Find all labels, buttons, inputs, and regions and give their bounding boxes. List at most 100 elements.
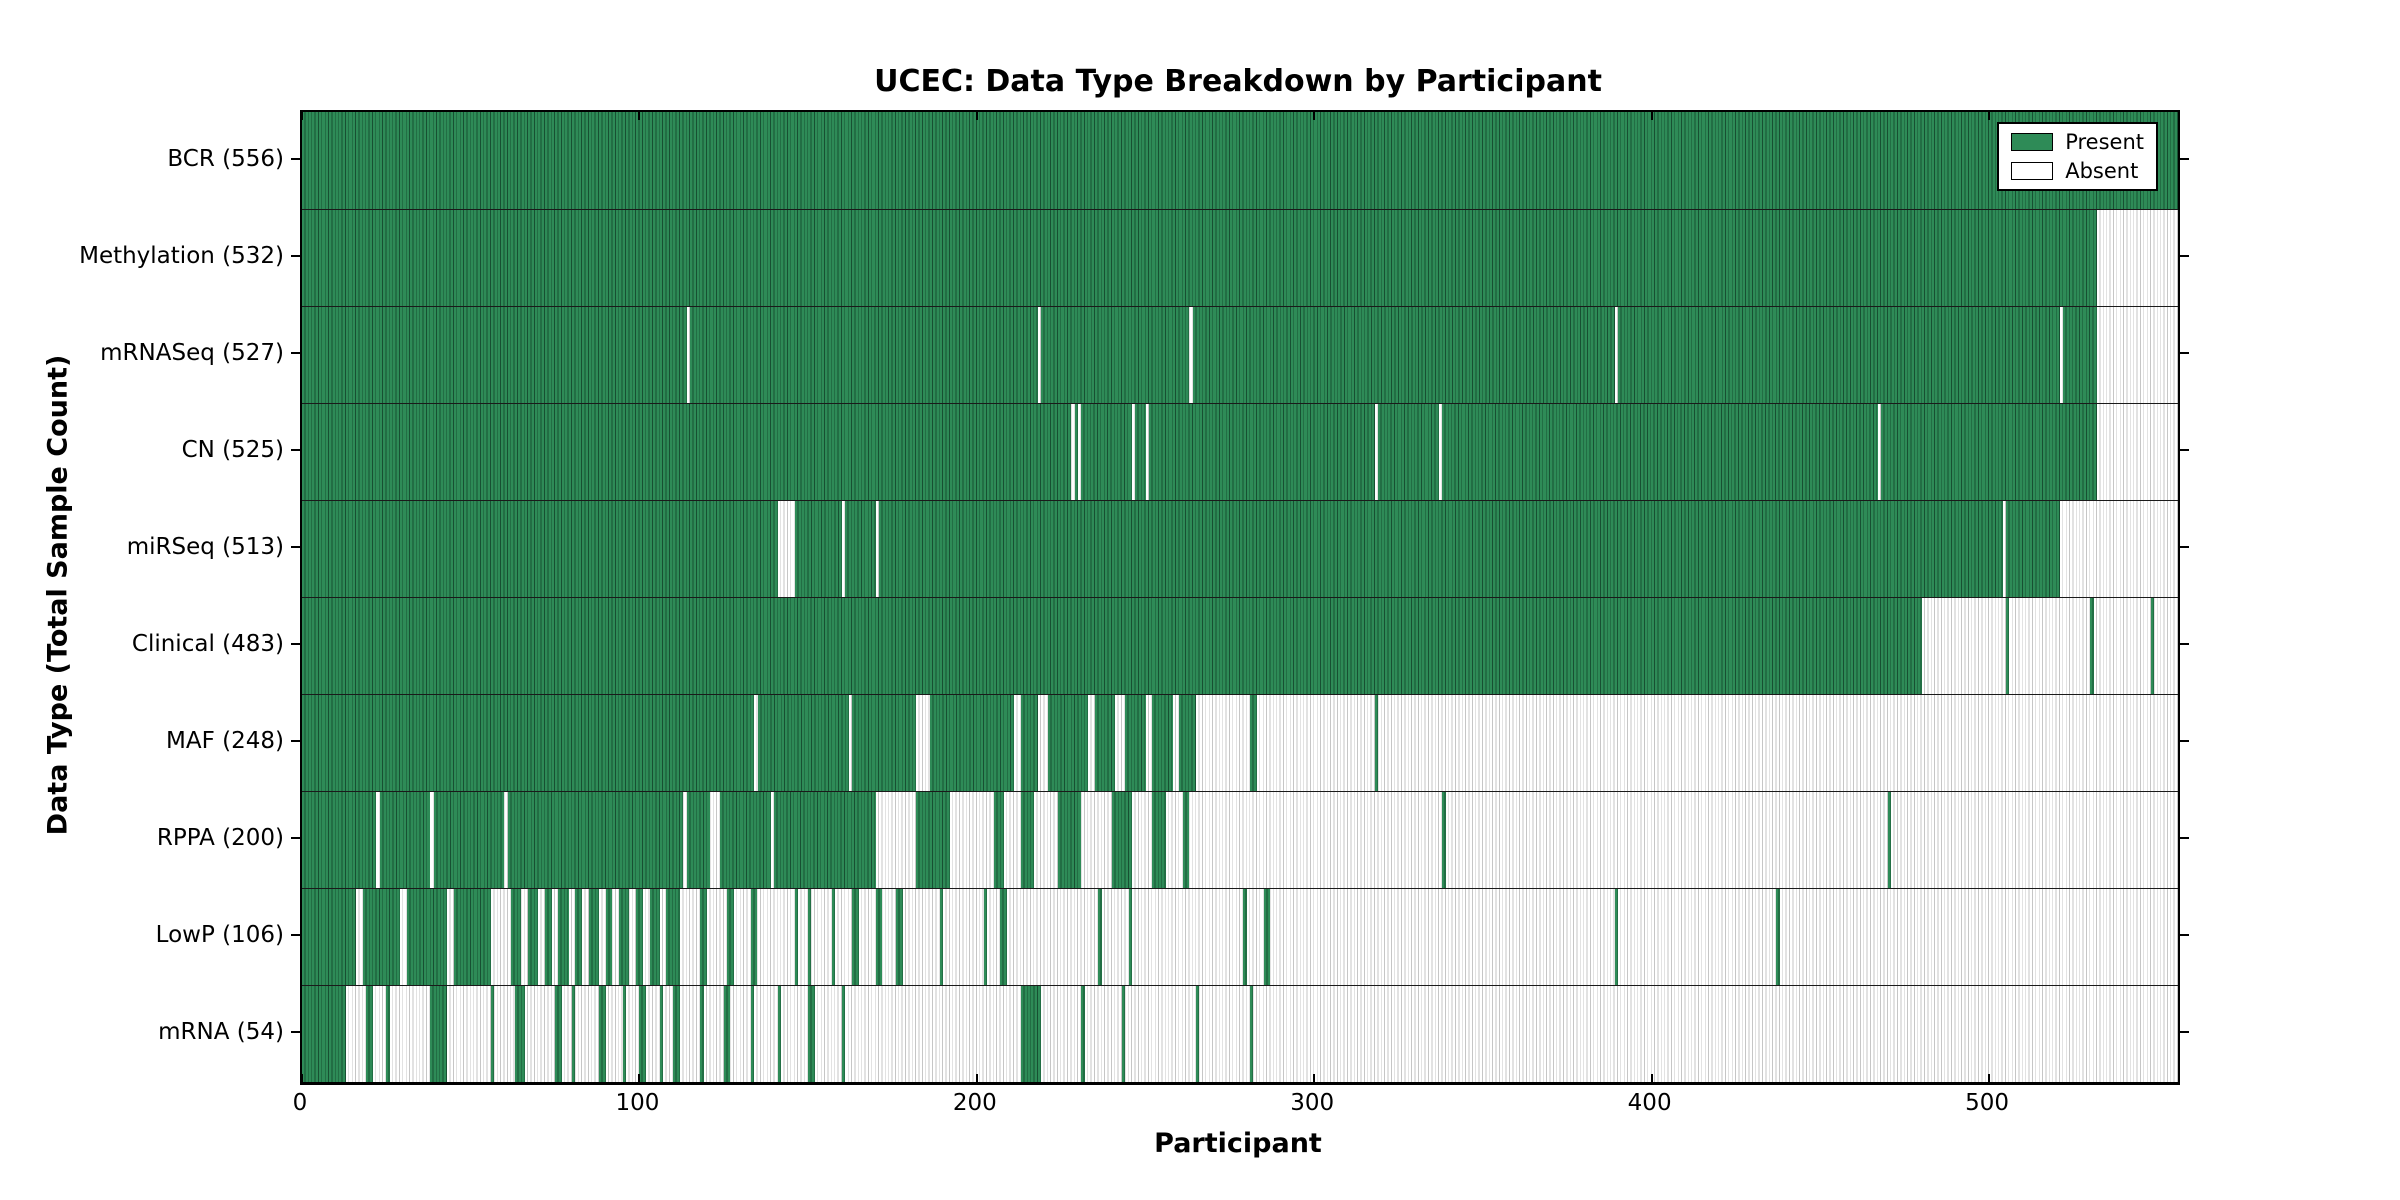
x-tick-mark <box>1988 1074 1991 1082</box>
row-BCR <box>302 112 2178 209</box>
y-tick-label: Clinical (483) <box>131 630 284 657</box>
legend-present-label: Present <box>2065 130 2144 154</box>
row-mRNA <box>302 985 2178 1082</box>
present-segment <box>619 889 630 985</box>
present-segment <box>302 889 356 985</box>
present-segment <box>1081 404 1133 500</box>
x-tick-label: 400 <box>1627 1090 1672 1116</box>
present-segment <box>1617 307 2060 403</box>
present-segment <box>433 792 505 888</box>
present-segment <box>2063 307 2097 403</box>
present-segment <box>794 889 798 985</box>
y-tick-label: CN (525) <box>181 436 284 463</box>
present-segment <box>929 695 1014 791</box>
present-segment <box>1128 889 1132 985</box>
present-segment <box>555 986 562 1082</box>
present-segment <box>1020 695 1038 791</box>
present-segment <box>1179 695 1197 791</box>
present-segment <box>1192 307 1615 403</box>
present-segment <box>831 889 836 985</box>
x-tick-mark <box>1313 1074 1316 1082</box>
present-segment <box>1442 404 1878 500</box>
y-tick-mark-left <box>291 448 300 451</box>
x-tick-mark <box>1988 112 1991 120</box>
present-segment <box>1111 792 1133 888</box>
present-segment <box>558 889 569 985</box>
row-Clinical <box>302 597 2178 694</box>
present-segment <box>1378 404 1440 500</box>
y-tick-mark-left <box>291 351 300 354</box>
x-axis-label: Participant <box>1154 1128 1322 1159</box>
x-tick-mark <box>1650 1074 1653 1082</box>
present-segment <box>983 889 987 985</box>
present-segment <box>686 792 711 888</box>
present-segment <box>649 889 660 985</box>
x-tick-mark <box>975 1074 978 1082</box>
y-tick-mark-left <box>291 933 300 936</box>
present-segment <box>700 986 704 1082</box>
present-segment <box>302 695 755 791</box>
present-segment <box>302 598 1922 694</box>
present-segment <box>666 889 680 985</box>
present-segment <box>700 889 707 985</box>
y-tick-mark-left <box>291 1030 300 1033</box>
y-tick-mark-right <box>2180 157 2189 160</box>
x-tick-label: 0 <box>292 1090 308 1116</box>
present-segment <box>1098 889 1102 985</box>
present-segment <box>1182 792 1190 888</box>
present-segment <box>1196 986 1200 1082</box>
present-segment <box>514 986 525 1082</box>
present-segment <box>379 792 431 888</box>
present-segment <box>916 792 950 888</box>
present-segment <box>750 986 755 1082</box>
present-segment <box>1263 889 1271 985</box>
x-tick-mark <box>1650 112 1653 120</box>
y-tick-mark-left <box>291 545 300 548</box>
present-segment <box>636 889 643 985</box>
present-segment <box>302 404 1072 500</box>
present-segment <box>430 986 448 1082</box>
present-segment <box>507 792 684 888</box>
present-segment <box>598 986 606 1082</box>
present-segment <box>878 501 2003 597</box>
present-segment <box>1152 695 1173 791</box>
rows-container <box>302 112 2178 1082</box>
y-tick-labels: BCR (556) Methylation (532) mRNASeq (527) C… <box>0 110 284 1080</box>
chart-title: UCEC: Data Type Breakdown by Participant <box>874 64 1602 99</box>
present-segment <box>1020 986 1041 1082</box>
present-segment <box>511 889 522 985</box>
y-tick-mark-right <box>2180 836 2189 839</box>
present-segment <box>659 986 663 1082</box>
legend-absent-label: Absent <box>2065 159 2139 183</box>
y-tick-mark-right <box>2180 448 2189 451</box>
present-segment <box>406 889 448 985</box>
present-segment <box>851 889 859 985</box>
present-segment <box>1614 889 1618 985</box>
present-segment <box>544 889 552 985</box>
row-Methylation <box>302 209 2178 306</box>
y-tick-mark-left <box>291 157 300 160</box>
y-tick-mark-left <box>291 739 300 742</box>
present-segment <box>794 501 842 597</box>
row-CN <box>302 403 2178 500</box>
present-segment <box>777 986 782 1082</box>
present-segment <box>1094 695 1116 791</box>
y-tick-mark-right <box>2180 642 2189 645</box>
present-segment <box>750 889 758 985</box>
y-tick-label: BCR (556) <box>167 145 284 172</box>
y-tick-mark-right <box>2180 351 2189 354</box>
legend-absent-swatch <box>2011 162 2054 180</box>
present-segment <box>875 889 883 985</box>
present-segment <box>1047 695 1089 791</box>
present-segment <box>1148 404 1375 500</box>
present-segment <box>2151 598 2155 694</box>
x-tick-label: 200 <box>952 1090 997 1116</box>
present-segment <box>774 792 876 888</box>
present-segment <box>490 986 495 1082</box>
y-tick-label: Methylation (532) <box>79 242 284 269</box>
present-segment <box>720 792 771 888</box>
legend-entry-absent: Absent <box>2011 160 2144 182</box>
x-tick-mark <box>301 1074 303 1082</box>
present-segment <box>1135 404 1146 500</box>
present-segment <box>851 695 917 791</box>
